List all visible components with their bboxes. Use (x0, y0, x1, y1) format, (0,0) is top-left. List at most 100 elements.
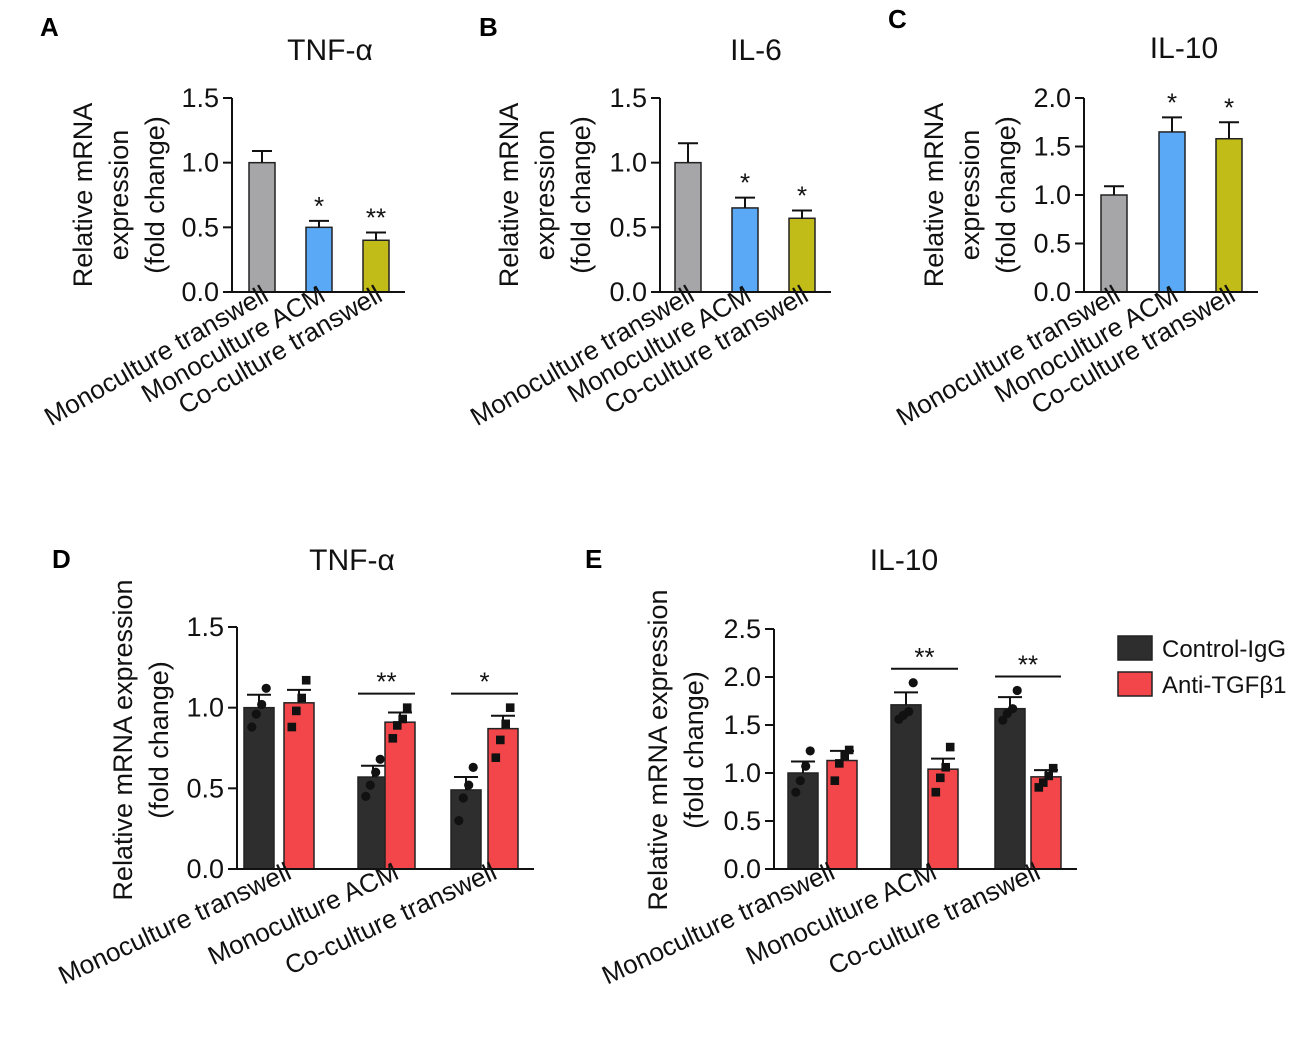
data-point-e (805, 746, 815, 756)
y-axis-label-c-2: expression (955, 130, 985, 261)
y-tick-label-a: 1.5 (181, 83, 219, 113)
y-tick-label-a: 1.0 (181, 148, 219, 178)
bar-a (362, 239, 390, 293)
data-point-e (795, 776, 805, 786)
y-tick-label-e: 2.5 (723, 614, 761, 644)
y-tick-label-e: 0.5 (723, 806, 761, 836)
data-point-e (1012, 685, 1022, 696)
y-tick-label-c: 1.5 (1033, 132, 1071, 162)
bar-b (674, 161, 702, 293)
data-point-e (830, 776, 840, 785)
y-tick-label-c: 0.0 (1033, 277, 1071, 307)
significance-mark-e: ** (1018, 649, 1038, 679)
bar-d-anti (384, 721, 416, 870)
y-axis-label-a-1: Relative mRNA (68, 103, 98, 288)
bar-c (1158, 131, 1186, 293)
y-tick-label-e: 2.0 (723, 662, 761, 692)
data-point-d (251, 709, 261, 719)
legend-label-anti-tgfb1: Anti-TGFβ1 (1162, 672, 1287, 699)
data-point-e (1034, 783, 1044, 792)
panel-e: E IL-10 Relative mRNA expression (fold c… (585, 544, 1077, 990)
data-point-d (361, 791, 371, 802)
panel-a: A TNF-α Relative mRNA expression (fold c… (39, 12, 405, 432)
bar-d-anti (487, 727, 519, 870)
y-axis-label-b-1: Relative mRNA (494, 103, 524, 288)
data-point-d (505, 703, 515, 712)
data-point-e (908, 678, 918, 688)
y-tick-label-d: 1.0 (186, 693, 224, 723)
y-tick-label-d: 0.0 (186, 854, 224, 884)
significance-mark-c: * (1167, 87, 1177, 117)
bar-b (788, 217, 816, 293)
panel-letter-d: D (52, 544, 71, 574)
y-axis-label-a-2: expression (104, 130, 134, 261)
data-point-e (1048, 763, 1058, 773)
bar-c (1100, 194, 1128, 293)
chart-title-a: TNF-α (287, 34, 373, 67)
data-point-d (371, 767, 381, 777)
y-tick-label-c: 2.0 (1033, 83, 1071, 113)
panel-d: D TNF-α Relative mRNA expression (fold c… (52, 544, 534, 990)
significance-mark-a: ** (366, 203, 386, 233)
data-point-e (998, 715, 1008, 725)
legend: Control-IgG Anti-TGFβ1 (1117, 635, 1287, 699)
y-tick-label-e: 1.5 (723, 710, 761, 740)
y-tick-label-b: 0.5 (609, 212, 647, 242)
y-axis-label-e-2: (fold change) (679, 671, 709, 829)
significance-mark-b: * (797, 181, 807, 211)
bar-a (248, 161, 276, 293)
data-point-d (402, 703, 412, 712)
y-axis-label-c-3: (fold change) (991, 116, 1021, 274)
data-point-d (496, 735, 505, 745)
data-point-e (904, 706, 914, 717)
panel-letter-a: A (40, 12, 59, 42)
data-point-d (468, 762, 478, 772)
bar-e-control (787, 772, 819, 870)
y-tick-label-b: 1.0 (609, 148, 647, 178)
y-axis-label-b-2: expression (530, 130, 560, 261)
y-tick-label-c: 0.5 (1033, 229, 1071, 259)
y-tick-label-e: 1.0 (723, 758, 761, 788)
chart-title-c: IL-10 (1150, 32, 1218, 65)
panel-c: C IL-10 Relative mRNA expression (fold c… (888, 4, 1258, 432)
panel-letter-b: B (479, 12, 498, 42)
data-point-d (464, 780, 474, 790)
bar-b (731, 207, 759, 293)
panel-letter-e: E (585, 544, 602, 574)
y-tick-label-a: 0.0 (181, 277, 219, 307)
legend-swatch-anti-tgfb1 (1117, 671, 1153, 697)
data-point-d (375, 754, 385, 764)
y-axis-label-e-1: Relative mRNA expression (643, 589, 673, 910)
data-point-d (365, 780, 375, 790)
chart-title-e: IL-10 (870, 544, 938, 577)
data-point-e (931, 787, 941, 797)
data-point-d (301, 675, 311, 685)
data-point-d (491, 753, 501, 762)
y-axis-label-c-1: Relative mRNA (919, 103, 949, 288)
panel-letter-c: C (888, 4, 907, 34)
data-point-d (398, 714, 407, 724)
bar-d-control (450, 789, 482, 870)
data-point-d (287, 722, 297, 732)
y-tick-label-d: 0.5 (186, 773, 224, 803)
y-tick-label-a: 0.5 (181, 212, 219, 242)
y-tick-label-b: 1.5 (609, 83, 647, 113)
data-point-e (791, 787, 801, 797)
data-point-e (844, 745, 854, 755)
y-tick-label-e: 0.0 (723, 854, 761, 884)
data-point-e (1008, 704, 1018, 714)
legend-label-control-igg: Control-IgG (1162, 636, 1286, 663)
y-axis-label-a-3: (fold change) (140, 116, 170, 274)
y-tick-label-d: 1.5 (186, 612, 224, 642)
data-point-d (454, 816, 464, 826)
data-point-d (261, 683, 271, 693)
significance-mark-d: ** (376, 667, 396, 697)
significance-mark-d: * (479, 667, 489, 697)
significance-mark-e: ** (914, 642, 934, 672)
significance-mark-b: * (740, 168, 750, 198)
y-tick-label-b: 0.0 (609, 277, 647, 307)
data-point-e (1039, 778, 1048, 787)
data-point-d (292, 706, 301, 716)
data-point-d (393, 721, 402, 730)
bar-d-control (357, 776, 389, 870)
